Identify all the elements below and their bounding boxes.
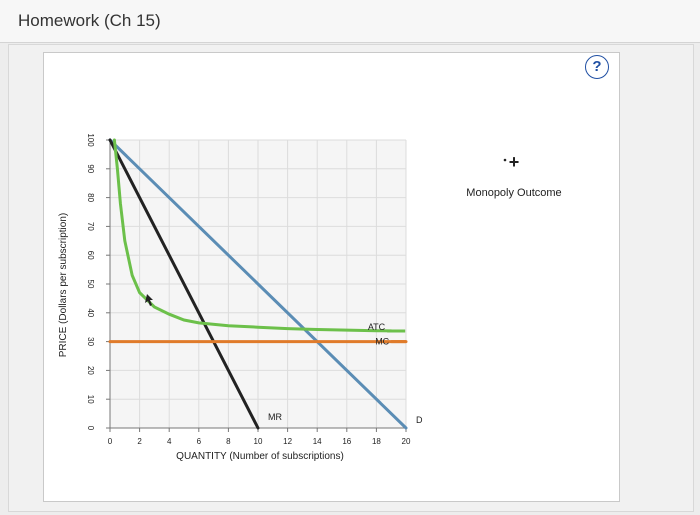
y-tick-label: 30 — [86, 337, 95, 346]
y-tick-label: 60 — [86, 251, 95, 260]
y-tick-label: 0 — [86, 426, 95, 431]
help-button[interactable]: ? — [585, 55, 609, 79]
mr-curve[interactable] — [108, 138, 260, 430]
x-tick-label: 8 — [226, 437, 231, 446]
x-tick-label: 14 — [313, 437, 322, 446]
x-tick-label: 18 — [372, 437, 381, 446]
series-layer — [108, 138, 408, 430]
mc-label: MC — [375, 337, 389, 347]
y-tick-label: 90 — [86, 164, 95, 173]
x-tick-labels: 0 2 4 6 8 10 12 14 16 18 20 — [108, 437, 411, 446]
x-tick-label: 4 — [167, 437, 172, 446]
question-mark-icon: ? — [592, 58, 602, 75]
page-title: Homework (Ch 15) — [18, 11, 161, 30]
y-tick-label: 10 — [86, 395, 95, 404]
mouse-cursor-icon — [145, 294, 153, 306]
y-tick-label: 20 — [86, 366, 95, 375]
y-tick-label: 40 — [86, 308, 95, 317]
y-tick-label: 80 — [86, 193, 95, 202]
x-tick-label: 16 — [342, 437, 351, 446]
y-tick-label: 50 — [86, 280, 95, 289]
x-axis-label: QUANTITY (Number of subscriptions) — [176, 451, 344, 462]
x-tick-label: 12 — [283, 437, 292, 446]
monopoly-outcome-label: Monopoly Outcome — [466, 187, 561, 199]
x-tick-label: 20 — [402, 437, 411, 446]
curve-labels: ATC MC MR D — [268, 322, 423, 425]
mr-label: MR — [268, 412, 282, 422]
y-axis-label: PRICE (Dollars per subscription) — [58, 213, 69, 358]
x-tick-label: 2 — [137, 437, 142, 446]
d-curve[interactable] — [108, 138, 408, 430]
monopoly-outcome-tool[interactable]: + Monopoly Outcome — [466, 152, 561, 199]
atc-curve[interactable] — [112, 138, 393, 333]
y-tick-label: 100 — [86, 133, 95, 147]
plus-point-icon: + — [509, 152, 520, 172]
y-tick-label: 70 — [86, 222, 95, 231]
x-tick-label: 0 — [108, 437, 113, 446]
x-tick-label: 10 — [254, 437, 263, 446]
tool-dot-icon — [503, 158, 507, 162]
atc-label: ATC — [368, 322, 386, 332]
x-tick-label: 6 — [197, 437, 202, 446]
y-tick-labels: 0 10 20 30 40 50 60 70 80 90 100 — [86, 133, 95, 430]
d-label: D — [416, 415, 423, 425]
page-header: Homework (Ch 15) — [0, 0, 700, 43]
